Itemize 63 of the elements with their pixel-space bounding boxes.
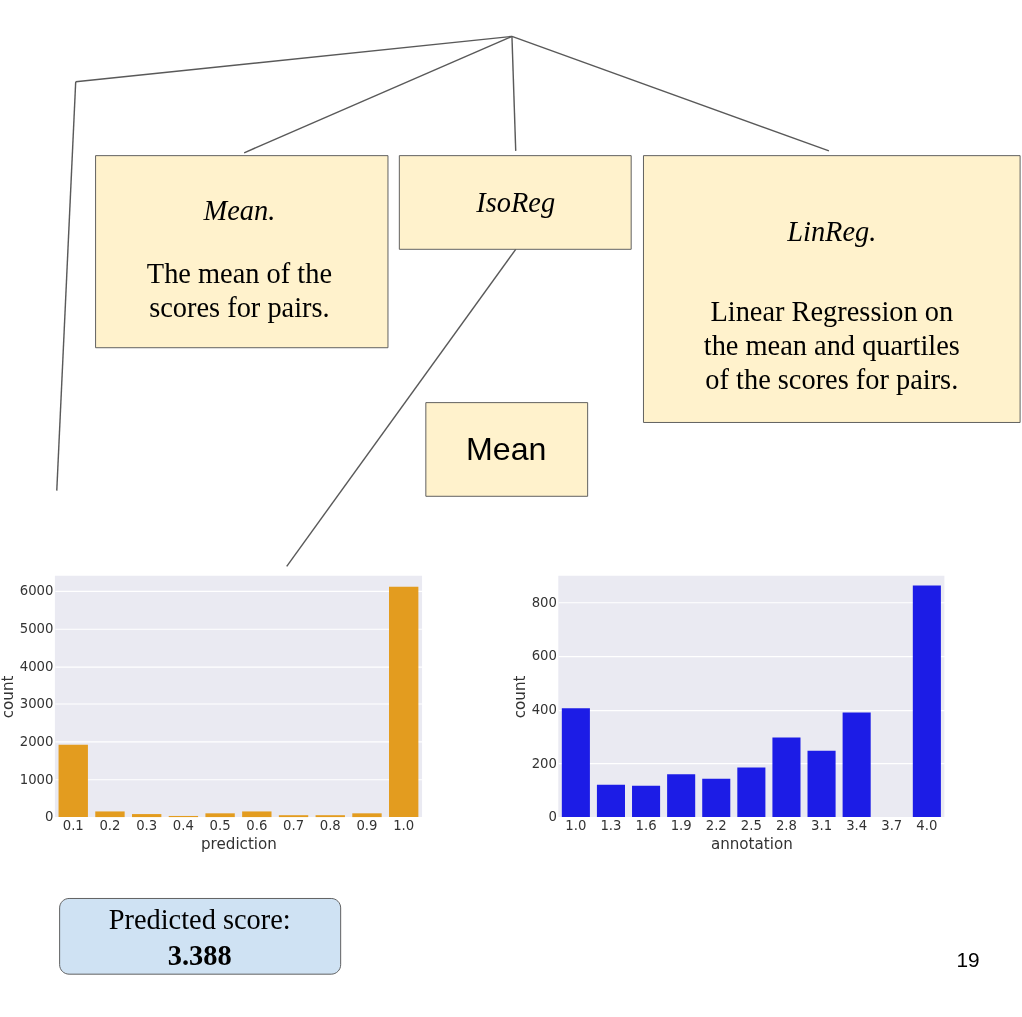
bar bbox=[58, 744, 88, 818]
x-tick-label: 3.7 bbox=[881, 817, 903, 833]
x-tick-label: 1.0 bbox=[565, 817, 587, 833]
x-tick-label: 1.3 bbox=[600, 817, 622, 833]
bar bbox=[632, 785, 661, 818]
x-tick-label: 0.9 bbox=[356, 817, 378, 833]
bar bbox=[561, 708, 590, 818]
x-tick-label: 0.3 bbox=[136, 817, 158, 833]
x-tick-label: 0.6 bbox=[246, 817, 268, 833]
x-tick-label: 1.9 bbox=[670, 817, 692, 833]
bar bbox=[389, 586, 419, 818]
x-tick-label: 2.2 bbox=[705, 817, 727, 833]
y-tick-label: 2000 bbox=[19, 733, 54, 749]
bar bbox=[95, 811, 125, 818]
text: IsoReg bbox=[475, 187, 556, 219]
x-tick-label: 4.0 bbox=[916, 817, 938, 833]
y-axis-title: count bbox=[510, 675, 529, 719]
bar bbox=[352, 813, 382, 818]
bar bbox=[667, 774, 696, 818]
y-tick-label: 800 bbox=[531, 594, 557, 610]
x-tick-label: 3.4 bbox=[846, 817, 868, 833]
x-tick-label: 0.8 bbox=[319, 817, 341, 833]
bar bbox=[702, 778, 731, 818]
x-tick-label: 0.5 bbox=[209, 817, 231, 833]
x-tick-label: 0.1 bbox=[62, 817, 84, 833]
y-tick-label: 1000 bbox=[19, 771, 54, 787]
y-tick-label: 4000 bbox=[19, 658, 54, 674]
y-tick-label: 0 bbox=[45, 809, 54, 825]
text: The mean of the scores for pairs. bbox=[146, 258, 332, 324]
bar bbox=[596, 784, 625, 818]
bar bbox=[912, 585, 941, 818]
bar bbox=[242, 811, 272, 818]
bar bbox=[772, 737, 801, 818]
bar bbox=[131, 814, 162, 818]
text: 3.388 bbox=[167, 939, 232, 971]
y-tick-label: 200 bbox=[531, 755, 557, 771]
x-tick-label: 0.7 bbox=[283, 817, 305, 833]
bar bbox=[205, 813, 235, 818]
bar bbox=[737, 767, 766, 818]
text: Predicted score: bbox=[108, 903, 291, 935]
y-tick-label: 3000 bbox=[19, 696, 54, 712]
text: Mean. bbox=[202, 194, 276, 226]
text: 19 bbox=[956, 947, 980, 971]
text: Mean bbox=[466, 431, 547, 468]
bar bbox=[842, 712, 871, 818]
x-tick-label: 3.1 bbox=[811, 817, 833, 833]
x-tick-label: 0.2 bbox=[99, 817, 121, 833]
y-tick-label: 400 bbox=[531, 702, 557, 718]
x-axis-title: annotation bbox=[710, 834, 793, 853]
x-tick-label: 1.0 bbox=[393, 817, 415, 833]
x-tick-label: 1.6 bbox=[635, 817, 657, 833]
text: Linear Regression on the mean and quartiles of the scores for pairs. bbox=[703, 296, 960, 396]
y-tick-label: 600 bbox=[531, 648, 557, 664]
y-tick-label: 0 bbox=[548, 809, 557, 825]
x-tick-label: 2.8 bbox=[775, 817, 797, 833]
text: LinReg. bbox=[786, 215, 877, 247]
x-tick-label: 2.5 bbox=[740, 817, 762, 833]
x-tick-label: 0.4 bbox=[172, 817, 194, 833]
bar bbox=[807, 750, 836, 818]
y-tick-label: 6000 bbox=[19, 583, 54, 599]
x-axis-title: prediction bbox=[200, 834, 277, 853]
y-axis-title: count bbox=[0, 675, 18, 719]
y-tick-label: 5000 bbox=[19, 620, 54, 636]
